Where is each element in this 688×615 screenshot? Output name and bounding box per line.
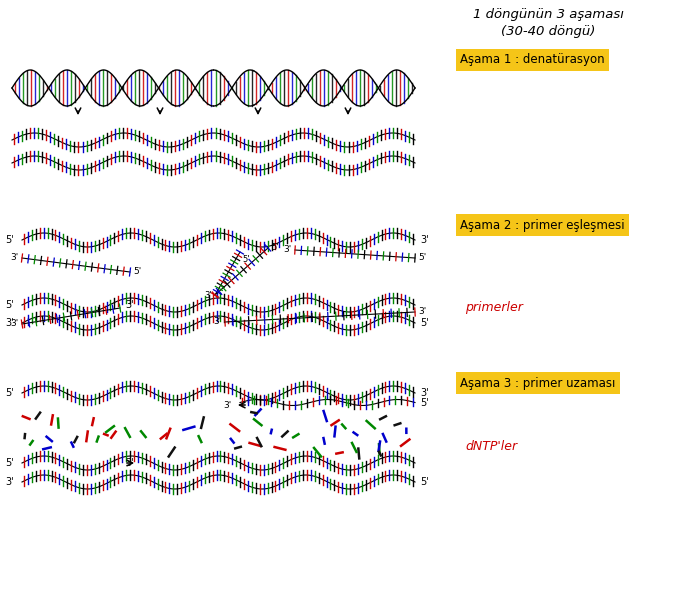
Text: 3': 3' (224, 400, 232, 410)
Text: 5': 5' (133, 268, 141, 277)
Text: 3': 3' (11, 320, 19, 328)
Text: 5': 5' (420, 397, 429, 408)
Text: primerler: primerler (465, 301, 523, 314)
Text: 5': 5' (242, 255, 250, 264)
Text: 3': 3' (420, 235, 429, 245)
Text: Aşama 1 : denatürasyon: Aşama 1 : denatürasyon (460, 54, 605, 66)
Text: 1 döngünün 3 aşaması
(30-40 döngü): 1 döngünün 3 aşaması (30-40 döngü) (473, 8, 623, 38)
Text: Aşama 3 : primer uzaması: Aşama 3 : primer uzaması (460, 376, 615, 389)
Text: 3': 3' (6, 318, 14, 328)
Text: 5': 5' (420, 318, 429, 328)
Text: 5': 5' (420, 477, 429, 487)
Text: 3': 3' (6, 477, 14, 487)
Text: 5': 5' (6, 300, 14, 310)
Text: 3': 3' (204, 290, 212, 300)
Text: 5': 5' (6, 235, 14, 245)
Text: 3': 3' (214, 317, 222, 327)
Text: 5': 5' (271, 244, 279, 253)
Text: 3': 3' (283, 245, 292, 255)
Text: 3': 3' (420, 388, 429, 398)
Text: 3': 3' (11, 253, 19, 263)
Text: 5': 5' (6, 388, 14, 398)
Text: 3': 3' (125, 300, 133, 310)
Text: Aşama 2 : primer eşleşmesi: Aşama 2 : primer eşleşmesi (460, 218, 625, 231)
Text: 5': 5' (6, 458, 14, 468)
Text: 5': 5' (418, 253, 427, 263)
Text: 3': 3' (418, 308, 427, 317)
Text: 3': 3' (125, 458, 133, 468)
Text: dNTP'ler: dNTP'ler (465, 440, 517, 453)
